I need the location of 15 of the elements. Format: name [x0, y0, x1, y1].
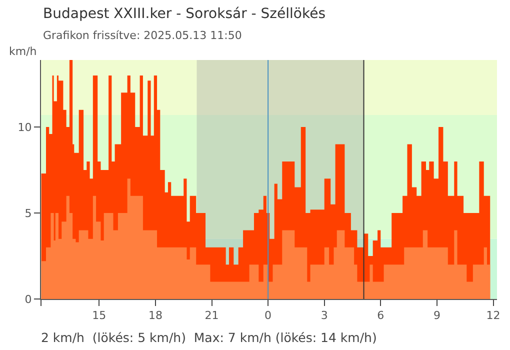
y-tick-label: 10 [18, 120, 32, 134]
chart-subtitle: Grafikon frissítve: 2025.05.13 11:50 [43, 29, 242, 42]
y-tick-label: 5 [24, 206, 32, 220]
y-axis-title: km/h [9, 45, 37, 58]
x-tick-label: 12 [486, 309, 500, 322]
text: 2 km/h (lökés: 5 km/h) Max: 7 km/h (lökés: 14 km/h) [41, 330, 377, 345]
x-tick-label: 15 [92, 309, 106, 322]
x-tick-label: 9 [433, 309, 440, 322]
x-tick-label: 3 [320, 309, 328, 322]
x-tick-label: 6 [377, 309, 384, 322]
y-tick-label: 0 [24, 292, 32, 306]
x-tick-label: 18 [148, 309, 162, 322]
x-tick-label: 21 [204, 309, 219, 322]
x-tick-label: 0 [264, 309, 272, 322]
chart-title: Budapest XXIII.ker - Soroksár - Széllökés [43, 6, 326, 22]
